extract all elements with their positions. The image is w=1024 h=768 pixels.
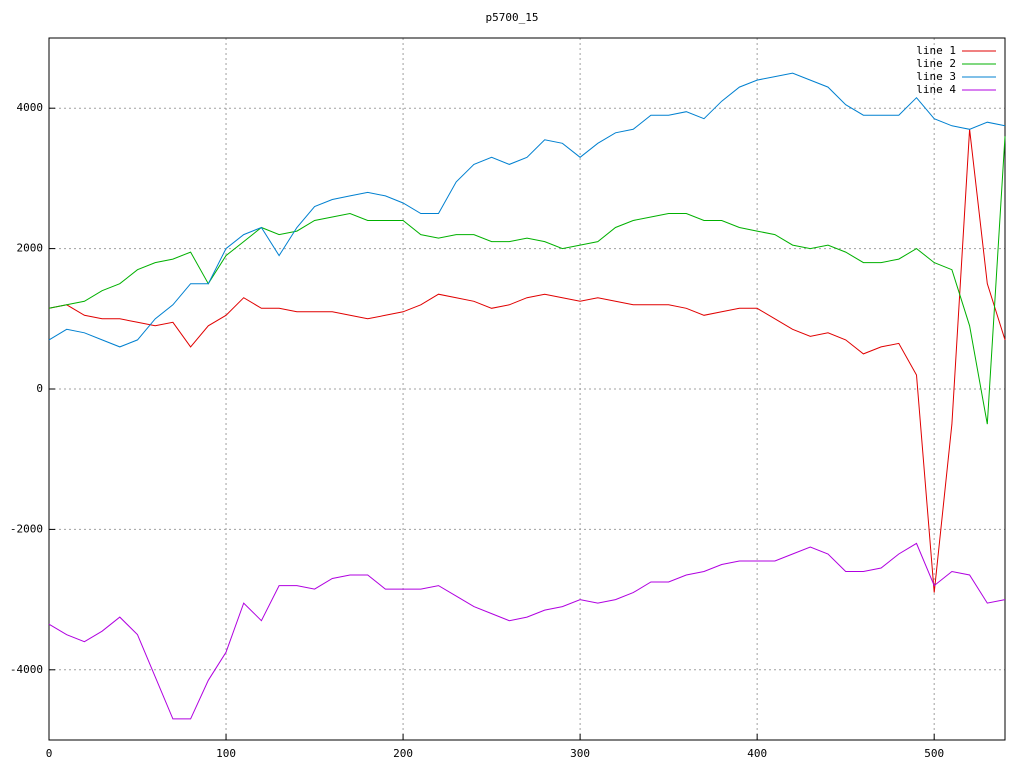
x-tick-label: 300 [570, 747, 590, 760]
legend-label: line 4 [916, 83, 956, 96]
x-tick-label: 500 [924, 747, 944, 760]
x-tick-label: 0 [46, 747, 53, 760]
series-line [48, 542, 1006, 720]
legend-label: line 3 [916, 70, 956, 83]
x-tick-label: 200 [393, 747, 413, 760]
x-tick-label: 400 [747, 747, 767, 760]
x-tick-label: 100 [216, 747, 236, 760]
y-tick-label: 0 [36, 382, 43, 395]
series-line [48, 129, 1006, 593]
chart-title: p5700_15 [486, 11, 539, 24]
y-tick-label: 2000 [17, 242, 44, 255]
plot-frame [48, 37, 1006, 741]
y-tick-label: -2000 [10, 522, 43, 535]
y-tick-label: 4000 [17, 101, 44, 114]
legend-label: line 1 [916, 44, 956, 57]
series-line [48, 72, 1006, 348]
y-tick-label: -4000 [10, 663, 43, 676]
legend-label: line 2 [916, 57, 956, 70]
